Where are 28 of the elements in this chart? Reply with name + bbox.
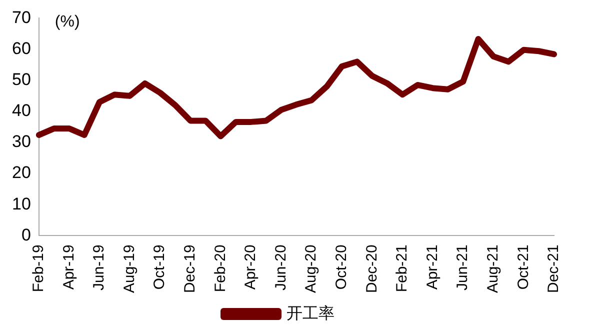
x-tick-label: Oct-21 [514, 244, 532, 290]
y-tick-label: 10 [12, 194, 31, 214]
y-tick-label: 20 [12, 163, 31, 182]
y-tick-label: 40 [12, 101, 31, 120]
x-tick-label: Oct-19 [151, 244, 168, 290]
x-tick-label: Feb-19 [30, 244, 48, 292]
x-tick-label: Apr-19 [60, 244, 78, 290]
x-tick-label: Dec-21 [545, 244, 562, 293]
x-tick-label: Feb-21 [394, 244, 411, 292]
y-tick-label: 60 [12, 38, 31, 58]
y-tick-label: 50 [12, 70, 31, 90]
x-tick-label: Jun-19 [90, 244, 108, 291]
y-axis-title: (%) [54, 14, 80, 31]
x-tick-label: Jun-21 [454, 244, 472, 291]
x-tick-label: Jun-20 [272, 244, 290, 291]
x-tick-label: Dec-19 [182, 244, 199, 293]
x-tick-label: Aug-20 [302, 244, 320, 294]
x-tick-label: Oct-20 [333, 244, 350, 290]
x-tick-label: Aug-21 [484, 244, 502, 294]
x-tick-label: Feb-20 [212, 244, 229, 292]
y-tick-label: 30 [12, 132, 31, 152]
x-tick-label: Apr-20 [242, 244, 260, 290]
x-tick-label: Dec-20 [363, 244, 380, 293]
y-tick-label: 0 [21, 225, 31, 244]
x-tick-label: Aug-19 [120, 244, 138, 294]
legend-label: 开工率 [286, 304, 334, 322]
x-tick-label: Apr-21 [424, 244, 441, 290]
y-tick-label: 70 [12, 8, 31, 27]
